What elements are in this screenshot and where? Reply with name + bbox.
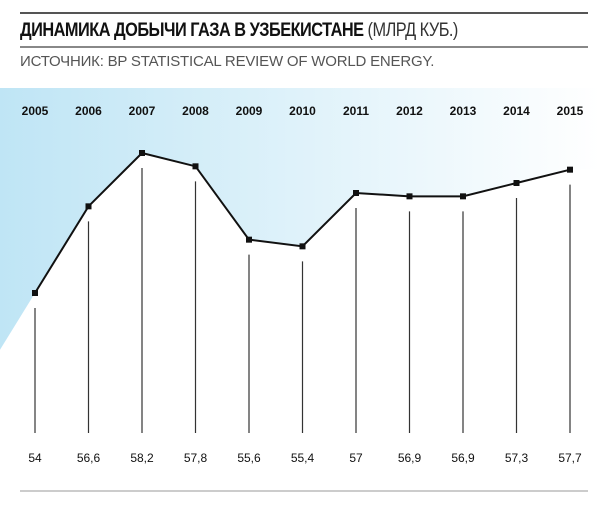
data-point: [85, 203, 92, 210]
year-label: 2010: [289, 104, 316, 118]
value-label: 55,4: [291, 451, 315, 465]
chart-title: ДИНАМИКА ДОБЫЧИ ГАЗА В УЗБЕКИСТАНЕ (МЛРД…: [20, 20, 458, 42]
bottom-rule: [20, 490, 588, 492]
title-text: ДИНАМИКА ДОБЫЧИ ГАЗА В УЗБЕКИСТАНЕ: [20, 20, 364, 41]
value-label: 55,6: [237, 451, 261, 465]
source-note: ИСТОЧНИК: BP STATISTICAL REVIEW OF WORLD…: [20, 53, 435, 70]
value-label: 58,2: [130, 451, 154, 465]
value-label: 57: [349, 451, 363, 465]
data-point: [353, 190, 359, 196]
value-label: 54: [28, 451, 42, 465]
year-label: 2014: [503, 104, 530, 118]
value-label: 57,7: [558, 451, 582, 465]
year-label: 2008: [182, 104, 209, 118]
value-label: 56,6: [77, 451, 101, 465]
data-point: [192, 163, 199, 170]
year-label: 2006: [75, 104, 102, 118]
year-label: 2007: [129, 104, 156, 118]
data-point: [139, 150, 145, 156]
title-rule: [20, 46, 588, 48]
data-point: [567, 166, 573, 173]
data-point: [406, 193, 413, 200]
data-point: [299, 243, 306, 250]
year-label: 2015: [557, 104, 584, 118]
area-fill: [0, 88, 600, 350]
data-point: [513, 180, 520, 186]
data-point: [246, 236, 252, 243]
year-label: 2013: [450, 104, 477, 118]
value-label: 57,3: [505, 451, 529, 465]
value-label: 56,9: [398, 451, 422, 465]
top-rule: [20, 12, 588, 14]
value-label: 56,9: [451, 451, 475, 465]
year-label: 2011: [343, 104, 369, 118]
year-label: 2005: [22, 104, 49, 118]
data-point: [460, 193, 466, 200]
year-label: 2009: [236, 104, 263, 118]
data-point: [32, 290, 38, 296]
value-label: 57,8: [184, 451, 208, 465]
year-label: 2012: [396, 104, 423, 118]
title-unit: (МЛРД КУБ.): [367, 20, 459, 41]
